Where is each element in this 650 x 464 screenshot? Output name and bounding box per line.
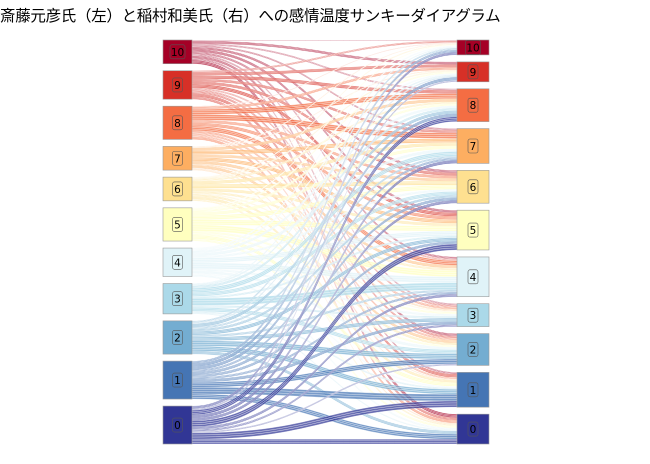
right-node-label-0: 0 xyxy=(470,424,477,436)
flow-0-to-0 xyxy=(191,438,458,442)
left-node-label-box-8 xyxy=(172,115,183,131)
left-node-label-8: 8 xyxy=(174,118,181,130)
right-node-label-box-4 xyxy=(467,269,479,285)
chart-title: 斎藤元彦氏（左）と稲村和美氏（右）への感情温度サンキーダイアグラム xyxy=(0,7,501,25)
right-node-label-box-9 xyxy=(467,64,479,80)
right-node-label-9: 9 xyxy=(470,67,477,79)
left-node-9 xyxy=(162,70,193,100)
right-node-label-3: 3 xyxy=(470,310,477,322)
left-node-label-9: 9 xyxy=(174,80,181,92)
left-node-label-7: 7 xyxy=(174,153,181,165)
right-node-label-7: 7 xyxy=(470,141,477,153)
right-node-label-2: 2 xyxy=(470,344,477,356)
right-node-label-8: 8 xyxy=(470,100,477,112)
right-node-label-box-6 xyxy=(467,179,479,195)
left-node-label-3: 3 xyxy=(174,294,181,306)
right-node-label-1: 1 xyxy=(470,385,477,397)
right-node-label-box-10 xyxy=(465,40,481,55)
left-node-label-box-0 xyxy=(172,417,183,433)
right-node-label-box-0 xyxy=(467,421,479,437)
right-node-label-box-3 xyxy=(467,307,479,323)
right-node-label-5: 5 xyxy=(470,225,477,237)
right-node-label-box-8 xyxy=(467,97,479,113)
left-node-1 xyxy=(162,360,193,400)
right-node-5 xyxy=(456,209,490,251)
right-node-label-box-5 xyxy=(467,222,479,238)
flow-0-to-0 xyxy=(191,440,458,443)
left-node-label-box-7 xyxy=(172,150,183,166)
right-node-label-6: 6 xyxy=(470,182,477,194)
left-node-label-box-5 xyxy=(172,217,183,232)
left-node-label-box-3 xyxy=(172,291,183,306)
right-node-label-10: 10 xyxy=(466,42,479,54)
right-node-label-box-2 xyxy=(467,342,479,357)
left-node-label-4: 4 xyxy=(174,257,181,269)
left-node-label-box-10 xyxy=(169,44,186,60)
left-node-label-box-4 xyxy=(172,254,183,270)
left-node-label-1: 1 xyxy=(174,375,181,387)
flow-0-to-0 xyxy=(191,442,458,445)
right-node-label-box-1 xyxy=(467,382,479,398)
left-node-label-box-9 xyxy=(172,77,183,93)
left-node-label-2: 2 xyxy=(174,332,181,344)
left-node-label-6: 6 xyxy=(174,184,181,196)
left-node-label-0: 0 xyxy=(174,420,181,432)
right-node-label-4: 4 xyxy=(470,272,477,284)
left-node-label-box-1 xyxy=(172,372,183,388)
left-node-label-box-6 xyxy=(172,181,183,197)
right-node-label-box-7 xyxy=(467,138,479,154)
left-node-label-box-2 xyxy=(172,330,183,345)
left-node-label-5: 5 xyxy=(174,219,181,231)
flow-group xyxy=(191,39,458,445)
left-node-label-10: 10 xyxy=(171,47,184,59)
